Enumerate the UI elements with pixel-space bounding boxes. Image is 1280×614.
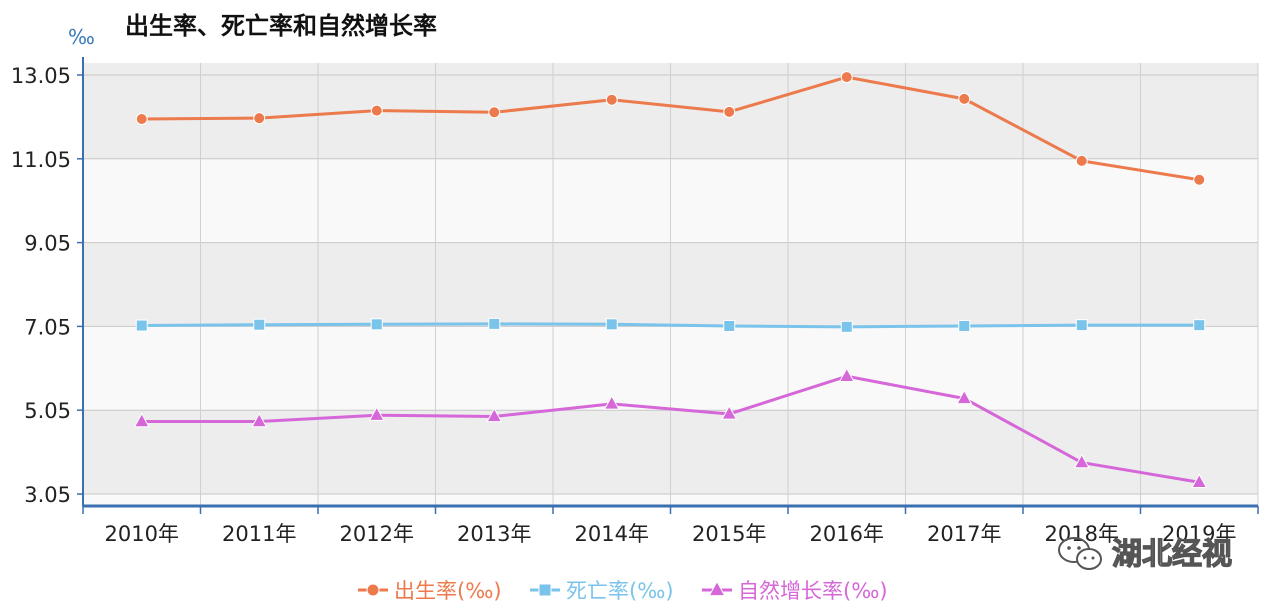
data-point xyxy=(840,320,853,333)
series-2 xyxy=(135,317,1206,333)
watermark: 湖北经视 xyxy=(1058,536,1233,573)
series-line xyxy=(141,75,1200,182)
data-point xyxy=(958,319,971,332)
data-point xyxy=(370,104,383,117)
data-point xyxy=(838,367,855,382)
data-point xyxy=(1075,154,1088,167)
legend: 出生率(‰) 死亡率(‰) 自然增长率(‰) xyxy=(358,579,888,603)
data-point xyxy=(840,71,853,84)
data-point xyxy=(723,319,736,332)
x-tick-label: 2013年 xyxy=(457,522,531,546)
y-tick-label: 3.05 xyxy=(24,483,71,507)
data-point xyxy=(1193,173,1206,186)
chart-title: 出生率、死亡率和自然增长率 xyxy=(125,12,437,40)
legend-marker xyxy=(366,583,380,597)
data-point xyxy=(253,112,266,125)
data-point xyxy=(1075,319,1088,332)
data-point xyxy=(253,318,266,331)
data-point xyxy=(721,405,738,420)
data-point xyxy=(488,106,501,119)
data-point xyxy=(723,105,736,118)
legend-label: 死亡率(‰) xyxy=(566,579,674,603)
data-point xyxy=(251,412,268,428)
data-point xyxy=(488,317,501,330)
legend-marker xyxy=(538,583,552,597)
x-tick-label: 2012年 xyxy=(340,522,414,546)
data-point xyxy=(133,412,150,428)
legend-marker xyxy=(708,580,726,597)
x-tick-label: 2017年 xyxy=(927,522,1001,546)
x-tick-labels: 2010年 2011年 2012年 2013年 2014年 2015年 2016年 2017年… xyxy=(105,522,1237,546)
data-point xyxy=(605,318,618,331)
x-tick-label: 2015年 xyxy=(692,522,766,546)
data-point xyxy=(1193,319,1206,332)
y-tick-label: 7.05 xyxy=(24,315,71,339)
legend-label: 自然增长率(‰) xyxy=(738,579,888,603)
y-tick-label: 13.05 xyxy=(11,64,71,88)
data-point xyxy=(956,389,973,405)
data-point xyxy=(486,407,503,423)
y-tick-label: 5.05 xyxy=(24,399,71,423)
series-line xyxy=(141,322,1200,329)
watermark-text: 湖北经视 xyxy=(1112,537,1232,572)
data-point xyxy=(368,406,385,421)
legend-item: 自然增长率(‰) xyxy=(702,579,888,603)
axes xyxy=(77,57,1259,514)
series-1 xyxy=(135,71,1206,186)
data-point xyxy=(135,112,148,125)
legend-item: 出生率(‰) xyxy=(358,579,502,603)
x-tick-label: 2019年 xyxy=(1162,522,1236,546)
data-point xyxy=(958,92,971,105)
data-point xyxy=(1191,473,1208,488)
data-series xyxy=(133,71,1208,488)
x-tick-label: 2016年 xyxy=(810,522,884,546)
y-tick-label: 11.05 xyxy=(11,148,71,172)
wechat-icon xyxy=(1058,537,1102,570)
x-tick-label: 2010年 xyxy=(105,522,179,546)
legend-label: 出生率(‰) xyxy=(394,579,502,603)
series-3 xyxy=(133,367,1208,488)
y-tick-label: 9.05 xyxy=(24,232,71,256)
data-point xyxy=(605,93,618,106)
legend-item: 死亡率(‰) xyxy=(530,579,674,603)
x-tick-label: 2011年 xyxy=(222,522,296,546)
y-tick-labels: 13.05 11.05 9.05 7.05 5.05 3.05 xyxy=(11,64,71,507)
data-point xyxy=(135,319,148,332)
data-point xyxy=(370,318,383,331)
y-axis-unit: ‰ xyxy=(68,25,95,49)
x-tick-label: 2014年 xyxy=(575,522,649,546)
x-tick-label: 2018年 xyxy=(1045,522,1119,546)
series-line xyxy=(141,374,1200,484)
data-point xyxy=(603,395,620,410)
data-point xyxy=(1073,453,1090,469)
